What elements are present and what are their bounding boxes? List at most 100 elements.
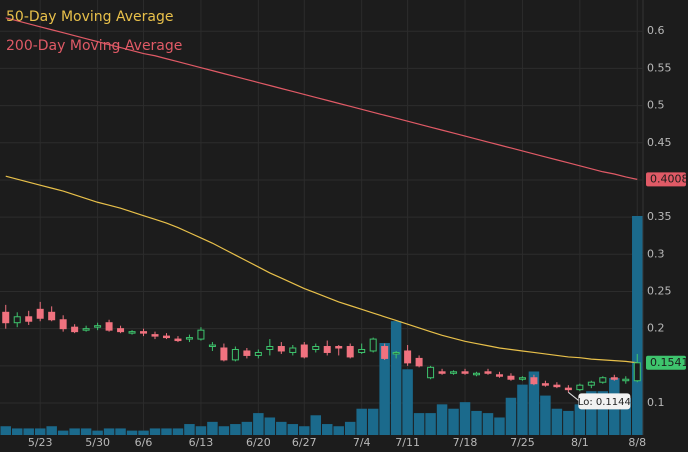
volume-bar (310, 415, 321, 435)
candle-body (266, 346, 274, 350)
volume-bar (253, 413, 264, 435)
candle-body (507, 375, 515, 380)
volume-bar (126, 430, 138, 435)
volume-bar (390, 321, 402, 435)
candle-body (36, 308, 44, 319)
volume-bar (448, 408, 459, 435)
candle-body (94, 325, 102, 328)
candle-body (277, 346, 285, 352)
candle-body (392, 351, 400, 355)
price-badge (646, 355, 686, 370)
candle-body (220, 347, 228, 361)
annotation-pointer (568, 391, 579, 401)
y-tick-label: 0.45 (647, 136, 672, 149)
volume-bar (230, 424, 241, 435)
candle-body (2, 311, 10, 324)
candle-body (369, 338, 377, 352)
x-tick-label: 5/23 (28, 436, 53, 449)
candle-body (415, 357, 423, 367)
volume-layer (0, 216, 643, 435)
candle-body (484, 371, 492, 374)
candle-body (495, 374, 503, 377)
volume-bar (46, 426, 57, 435)
legend-entry: 50-Day Moving Average (6, 9, 173, 25)
price-badge-label: 0.1541 (650, 356, 688, 369)
candle-body (461, 371, 469, 374)
candle-body (450, 371, 458, 374)
candle-body (587, 381, 595, 386)
candle-body (358, 348, 366, 353)
candle-body (427, 366, 435, 379)
moving-average-line (5, 17, 638, 180)
candle-body (541, 383, 549, 386)
volume-bar (322, 424, 333, 435)
candle-body (71, 326, 79, 333)
volume-bar (425, 413, 436, 435)
volume-bar (632, 216, 643, 435)
volume-bar (333, 426, 344, 435)
moving-average-line (5, 175, 638, 364)
candle-body (117, 328, 125, 333)
volume-bar (80, 428, 92, 435)
volume-bar (597, 391, 609, 435)
candle-body (197, 329, 205, 340)
volume-bar (299, 426, 310, 435)
candle-body (564, 387, 572, 391)
volume-bar (551, 408, 563, 435)
volume-bar (103, 428, 115, 435)
candle-body (254, 351, 262, 356)
y-tick-label: 0.35 (647, 210, 672, 223)
price-badge (646, 172, 686, 187)
volume-bar (184, 424, 195, 435)
volume-bar (471, 410, 482, 435)
x-tick-label: 5/30 (85, 436, 110, 449)
candle-body (473, 372, 481, 376)
volume-bar (207, 421, 218, 435)
candle-body (312, 346, 320, 350)
candle-body (59, 319, 67, 330)
candle-body (151, 334, 159, 337)
volume-bar (172, 428, 184, 435)
volume-bar (436, 404, 448, 435)
volume-bar (540, 395, 551, 435)
legend-entry: 200-Day Moving Average (6, 38, 182, 54)
candle-body (82, 328, 90, 331)
candle-body (553, 384, 561, 388)
y-tick-label: 0.1 (647, 396, 665, 409)
volume-bar (563, 410, 574, 435)
volume-bar (138, 430, 149, 435)
y-tick-label: 0.6 (647, 24, 665, 37)
volume-bar (92, 430, 103, 435)
candle-body (622, 378, 630, 382)
candles-layer (2, 301, 641, 393)
volume-bar (379, 343, 390, 435)
x-tick-label: 8/8 (628, 436, 646, 449)
candle-body (231, 348, 239, 361)
y-tick-label: 0.3 (647, 247, 665, 260)
volume-bar (367, 408, 379, 435)
y-tick-label: 0.5 (647, 99, 665, 112)
x-tick-label: 7/4 (353, 436, 371, 449)
x-tick-label: 7/18 (453, 436, 478, 449)
x-tick-label: 6/6 (135, 436, 153, 449)
volume-bar (413, 413, 425, 435)
volume-bar (620, 397, 632, 435)
volume-bar (482, 413, 494, 435)
volume-bar (574, 404, 586, 435)
x-tick-label: 7/25 (510, 436, 535, 449)
price-badge-label: 0.4008 (650, 172, 688, 185)
volume-bar (195, 426, 207, 435)
candle-body (289, 347, 297, 353)
x-tick-label: 6/27 (292, 436, 317, 449)
volume-bar (344, 421, 356, 435)
candle-body (300, 344, 308, 358)
x-tick-label: 6/13 (189, 436, 214, 449)
volume-bar (517, 384, 528, 435)
candle-body (13, 316, 21, 324)
volume-bar (264, 417, 276, 435)
volume-bar (218, 426, 230, 435)
annotation-box (578, 393, 631, 410)
volume-bar (241, 421, 253, 435)
